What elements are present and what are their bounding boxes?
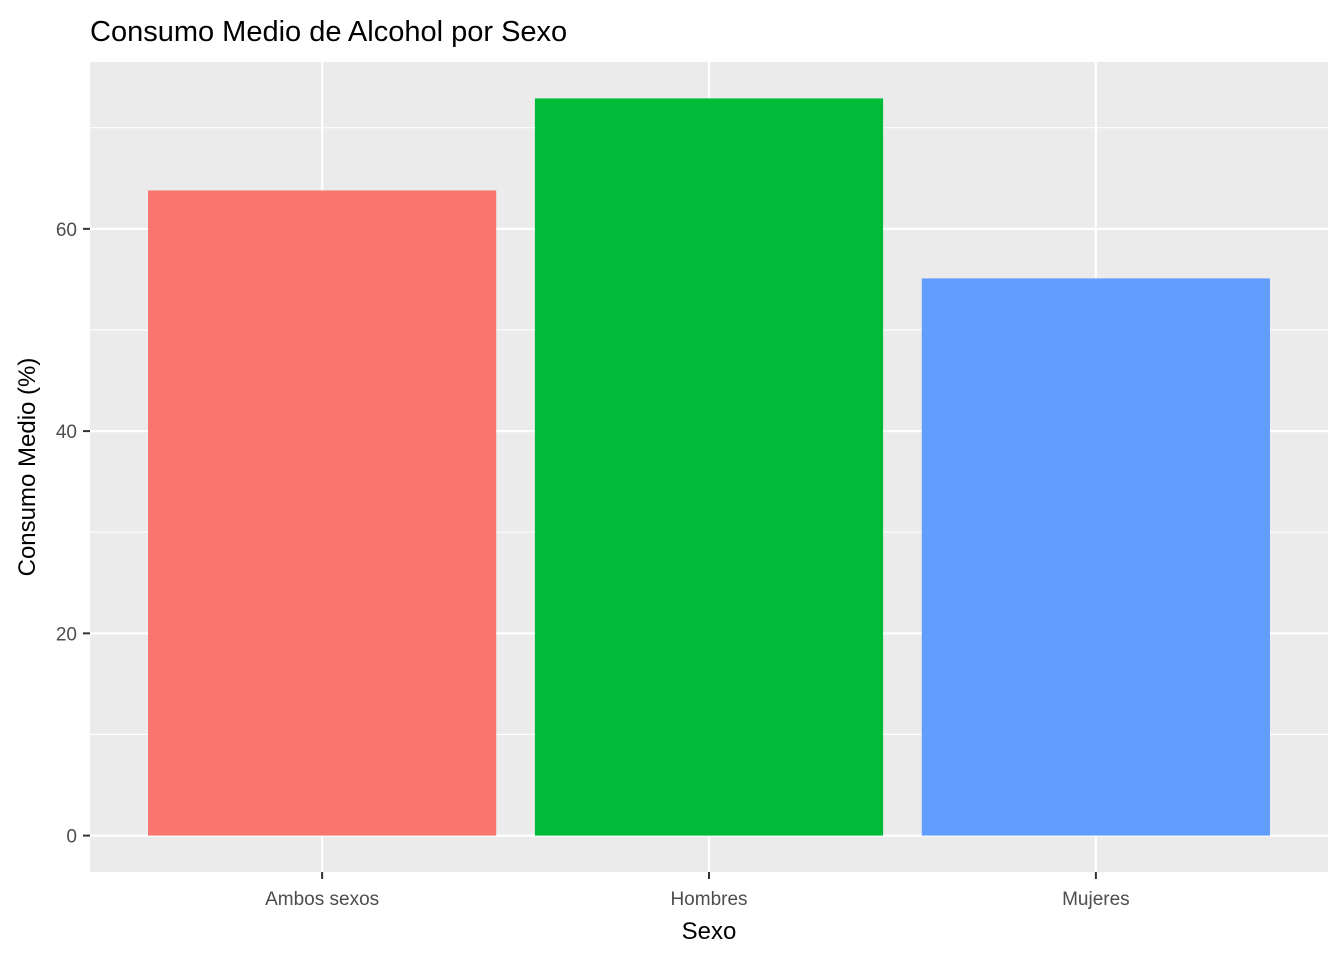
- bar-mujeres: [921, 278, 1270, 836]
- bar-hombres: [534, 98, 884, 836]
- y-axis: 0 20 40 60: [56, 220, 90, 848]
- chart-title: Consumo Medio de Alcohol por Sexo: [90, 16, 567, 48]
- x-axis-title: Sexo: [682, 918, 737, 945]
- y-tick-label: 0: [66, 827, 77, 848]
- x-tick-label: Mujeres: [1062, 889, 1130, 910]
- x-tick-label: Ambos sexos: [265, 889, 379, 910]
- y-tick-label: 20: [56, 624, 77, 645]
- bar-ambos-sexos: [148, 190, 497, 836]
- y-tick-label: 60: [56, 220, 77, 241]
- bars: [148, 98, 1270, 836]
- y-tick-label: 40: [56, 422, 77, 443]
- x-tick-label: Hombres: [670, 889, 747, 910]
- x-axis: Ambos sexos Hombres Mujeres: [265, 872, 1130, 910]
- y-axis-title: Consumo Medio (%): [14, 358, 41, 577]
